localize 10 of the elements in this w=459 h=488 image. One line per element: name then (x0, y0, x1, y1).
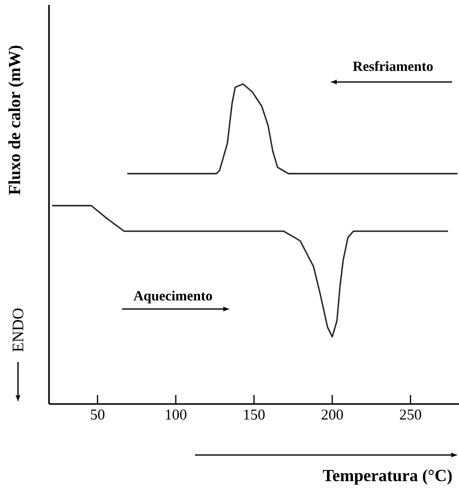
x-tick-label: 200 (322, 410, 343, 420)
x-tick-label: 250 (400, 410, 422, 420)
annotation: Aquecimento (134, 290, 212, 304)
y-axis-title: Fluxo de calor (mW) (8, 46, 24, 195)
x-tick-label: 150 (244, 410, 265, 420)
text: Resfriamento (352, 61, 433, 71)
text: ENDO (12, 308, 24, 352)
x-axis-title: Temperatura (°C) (322, 469, 452, 485)
x-tick-label: 50 (90, 410, 104, 420)
x-tick-label: 100 (166, 410, 186, 420)
